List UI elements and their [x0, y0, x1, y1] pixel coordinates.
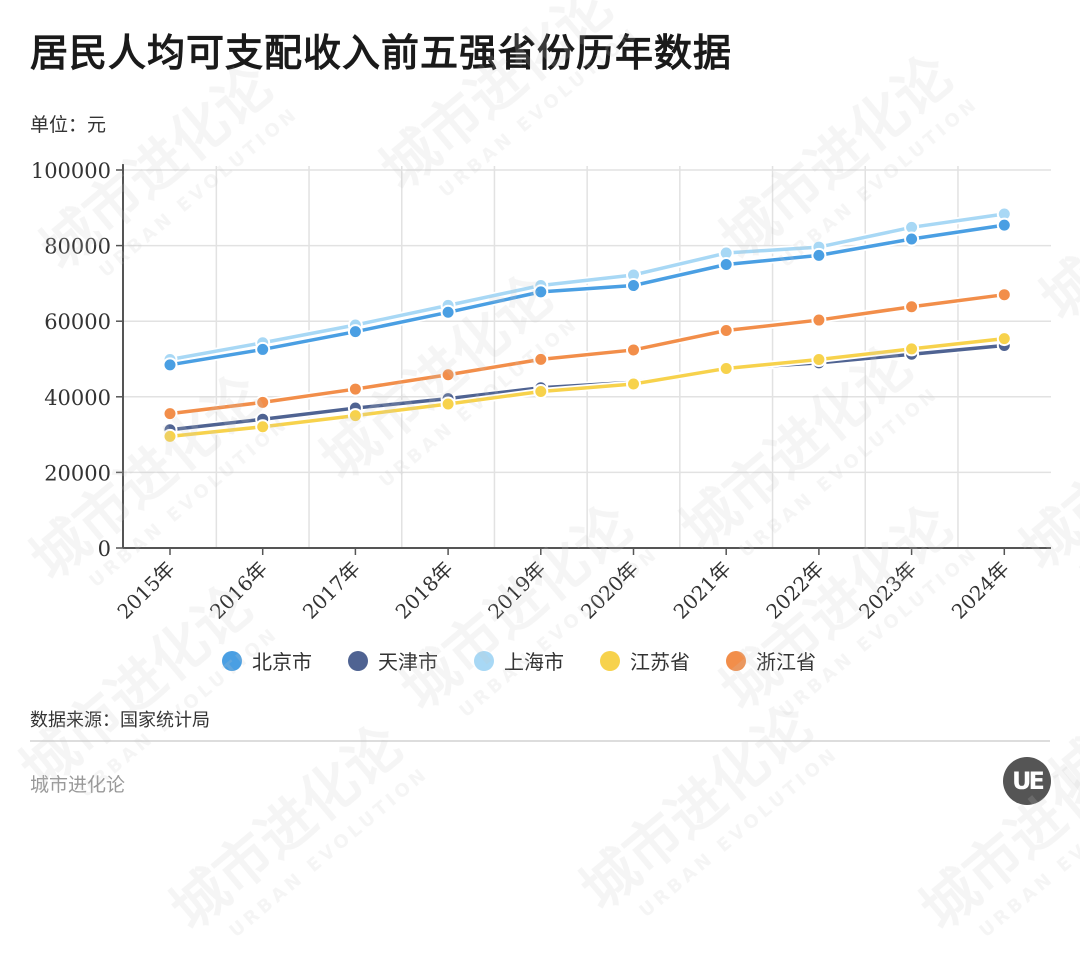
y-tick-label: 100000: [31, 159, 111, 183]
data-point: [255, 341, 271, 357]
data-point: [718, 360, 734, 376]
data-point: [533, 384, 549, 400]
data-point: [626, 376, 641, 392]
series-line: [169, 292, 1005, 416]
x-tick-label: 2019年: [483, 557, 550, 624]
data-point: [533, 284, 549, 300]
data-point: [718, 322, 734, 338]
series-北京市: [162, 217, 1012, 373]
data-point: [440, 367, 456, 383]
data-point: [904, 299, 920, 315]
legend-dot-icon: [726, 650, 746, 671]
data-point: [996, 217, 1012, 233]
data-point: [162, 357, 178, 373]
data-point: [255, 394, 271, 410]
x-tick-label: 2024年: [947, 557, 1014, 624]
legend-dot-icon: [222, 650, 242, 671]
brand-logo-icon: UE: [1003, 757, 1051, 805]
legend-label: 上海市: [504, 650, 564, 674]
series-浙江省: [162, 287, 1012, 422]
data-point: [533, 351, 549, 367]
x-tick-label: 2017年: [298, 557, 365, 624]
data-point: [996, 287, 1012, 303]
data-point: [811, 312, 827, 328]
legend-item[interactable]: 浙江省: [726, 646, 816, 675]
data-point: [904, 341, 920, 357]
chart-legend: 北京市 天津市 上海市 江苏省 浙江省: [222, 646, 852, 675]
x-tick-label: 2018年: [391, 557, 458, 624]
legend-item[interactable]: 江苏省: [600, 646, 690, 675]
legend-item[interactable]: 上海市: [474, 646, 564, 675]
data-point: [440, 304, 456, 320]
legend-dot-icon: [474, 650, 494, 671]
x-tick-label: 2016年: [205, 557, 272, 624]
series-line: [169, 212, 1005, 362]
y-tick-label: 40000: [44, 386, 111, 410]
y-tick-label: 60000: [44, 310, 111, 334]
data-point: [255, 419, 271, 435]
y-tick-label: 20000: [44, 461, 111, 485]
data-point: [347, 381, 363, 397]
data-point: [162, 406, 178, 422]
x-tick-label: 2015年: [112, 557, 179, 624]
series-江苏省: [162, 331, 1012, 444]
y-tick-label: 80000: [44, 235, 111, 259]
legend-dot-icon: [600, 650, 620, 671]
line-chart: 0 20000 40000 60000 80000 100000 2015年 2016年 201…: [31, 159, 1051, 624]
x-tick-label: 2020年: [576, 557, 643, 624]
data-point: [347, 408, 363, 424]
data-point: [718, 256, 734, 272]
data-source: 数据来源：国家统计局: [30, 710, 210, 731]
unit-label: 单位：元: [30, 114, 107, 136]
x-tick-label: 2022年: [761, 557, 828, 624]
data-point: [996, 331, 1012, 347]
series-line: [169, 223, 1005, 367]
data-point: [626, 342, 641, 358]
chart-title: 居民人均可支配收入前五强省份历年数据: [30, 30, 733, 75]
data-point: [347, 324, 363, 340]
legend-dot-icon: [348, 650, 368, 671]
legend-item[interactable]: 北京市: [222, 646, 312, 675]
data-point: [811, 247, 827, 263]
legend-label: 天津市: [378, 650, 438, 674]
x-tick-label: 2023年: [854, 557, 921, 624]
x-tick-label: 2021年: [669, 557, 736, 624]
legend-item[interactable]: 天津市: [348, 646, 438, 675]
data-point: [904, 231, 920, 247]
data-point: [811, 352, 827, 368]
series-line: [169, 336, 1005, 439]
data-point: [440, 396, 456, 412]
y-tick-label: 0: [98, 537, 111, 561]
legend-label: 北京市: [252, 650, 312, 674]
brand-name: 城市进化论: [30, 774, 126, 796]
data-point: [626, 278, 641, 294]
legend-label: 浙江省: [756, 650, 816, 674]
data-point: [162, 428, 178, 444]
footer-divider: [30, 740, 1050, 742]
legend-label: 江苏省: [630, 650, 690, 674]
